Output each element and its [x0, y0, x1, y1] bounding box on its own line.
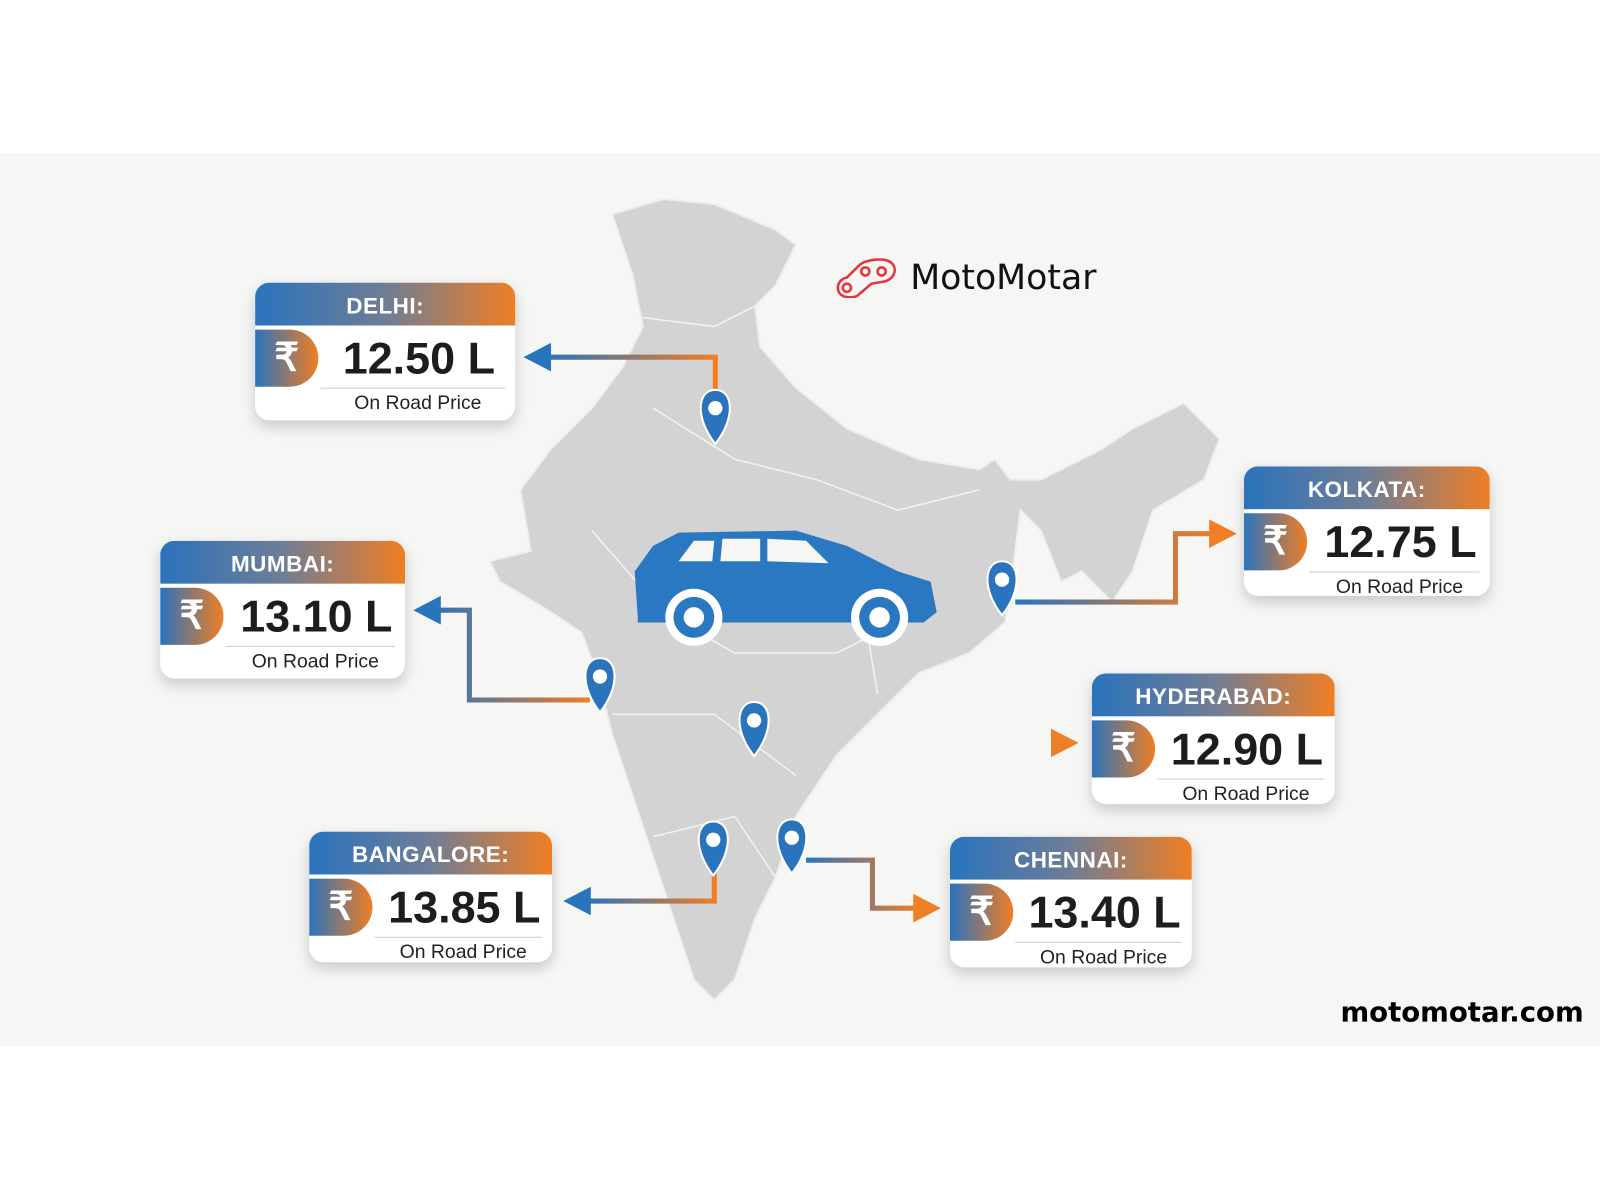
city-price: 12.75 L	[1324, 517, 1477, 568]
city-price: 13.10 L	[240, 591, 393, 642]
rupee-icon: ₹	[949, 883, 1014, 941]
chennai-arrowhead	[913, 893, 941, 923]
rupee-icon: ₹	[1243, 513, 1308, 571]
hyderabad-pin-icon[interactable]	[738, 701, 770, 758]
city-name: HYDERABAD:	[1091, 673, 1335, 717]
city-name: KOLKATA:	[1243, 466, 1490, 510]
price-label: On Road Price	[1039, 946, 1168, 968]
bangalore-connector	[586, 872, 717, 904]
chennai-pin-icon[interactable]	[776, 818, 808, 876]
city-card-mumbai: MUMBAI: ₹ 13.10 L On Road Price	[160, 540, 406, 679]
city-card-delhi: DELHI: ₹ 12.50 L On Road Price	[255, 282, 516, 421]
city-card-hyderabad: HYDERABAD: ₹ 12.90 L On Road Price	[1091, 673, 1335, 805]
mumbai-arrowhead	[413, 595, 441, 625]
delhi-connector	[545, 354, 718, 404]
brand-name: MotoMotar	[910, 257, 1097, 298]
price-label: On Road Price	[399, 941, 527, 963]
price-label: On Road Price	[1335, 576, 1464, 596]
divider	[320, 387, 506, 389]
hyderabad-arrowhead	[1051, 728, 1079, 758]
car-icon	[634, 530, 937, 646]
city-card-chennai: CHENNAI: ₹ 13.40 L On Road Price	[949, 836, 1192, 968]
city-price: 12.90 L	[1170, 724, 1324, 775]
mumbai-pin-icon[interactable]	[584, 657, 616, 714]
price-label: On Road Price	[1182, 783, 1310, 805]
chain-link-icon	[836, 258, 896, 298]
city-name: BANGALORE:	[309, 831, 553, 875]
divider	[225, 645, 395, 647]
divider	[1309, 571, 1480, 573]
mumbai-connector	[433, 607, 590, 703]
divider	[1015, 941, 1182, 943]
brand-logo: MotoMotar	[835, 257, 1097, 298]
divider	[374, 936, 542, 938]
price-label: On Road Price	[354, 392, 482, 415]
kolkata-arrowhead	[1209, 519, 1237, 548]
divider	[1157, 778, 1325, 780]
city-name: MUMBAI:	[160, 540, 406, 584]
city-card-bangalore: BANGALORE: ₹ 13.85 L On Road Price	[309, 831, 553, 963]
rupee-icon: ₹	[309, 878, 373, 936]
city-card-kolkata: KOLKATA: ₹ 12.75 L On Road Price	[1243, 466, 1490, 596]
kolkata-pin-icon[interactable]	[986, 560, 1018, 617]
price-label: On Road Price	[251, 651, 379, 673]
city-price: 13.40 L	[1028, 887, 1181, 938]
city-name: CHENNAI:	[949, 836, 1192, 880]
city-price: 13.85 L	[388, 882, 541, 933]
bangalore-pin-icon[interactable]	[697, 820, 729, 878]
rupee-icon: ₹	[160, 587, 224, 645]
kolkata-connector	[1015, 531, 1215, 605]
rupee-icon: ₹	[1091, 720, 1156, 778]
delhi-arrowhead	[523, 342, 552, 372]
website-url: motomotar.com	[1340, 996, 1584, 1029]
city-name: DELHI:	[255, 282, 516, 326]
delhi-pin-icon[interactable]	[699, 388, 731, 446]
chennai-connector	[806, 857, 919, 911]
bangalore-arrowhead	[563, 886, 591, 916]
city-price: 12.50 L	[342, 333, 496, 384]
rupee-icon: ₹	[255, 329, 319, 387]
